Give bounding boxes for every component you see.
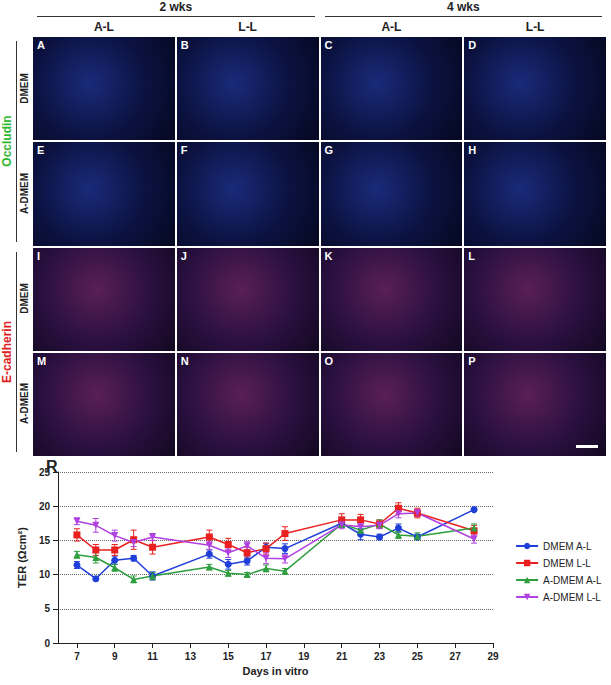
svg-text:15: 15 — [39, 535, 51, 546]
html-text:E-cadherin: E-cadherin — [0, 320, 14, 383]
html-text:DMEM: DMEM — [19, 283, 31, 314]
html-text:L-L: L-L — [525, 20, 545, 34]
html-text:M: M — [37, 354, 47, 367]
svg-text:TER (Ωcm²): TER (Ωcm²) — [16, 527, 28, 588]
svg-text:25: 25 — [38, 466, 50, 478]
html-text:A-DMEM: A-DMEM — [19, 383, 31, 425]
html-text:L-L: L-L — [238, 20, 257, 34]
svg-text:27: 27 — [450, 651, 462, 662]
html-text:E: E — [37, 144, 45, 157]
html-text:J: J — [180, 249, 187, 262]
svg-text:19: 19 — [298, 651, 310, 662]
svg-text:A-DMEM L-L: A-DMEM L-L — [543, 592, 601, 603]
html-text:O: O — [324, 354, 334, 367]
html-text:P: P — [468, 354, 476, 367]
html-text:H: H — [468, 144, 477, 157]
svg-text:DMEM L-L: DMEM L-L — [543, 558, 591, 569]
svg-text:Days in vitro: Days in vitro — [242, 665, 308, 677]
html-text:B: B — [180, 39, 189, 51]
html-text:N: N — [180, 354, 189, 367]
html-text:C: C — [324, 39, 333, 51]
html-text:A-L: A-L — [381, 20, 402, 34]
svg-text:7: 7 — [74, 651, 80, 662]
svg-text:11: 11 — [147, 651, 158, 662]
svg-text:17: 17 — [260, 651, 272, 662]
html-text:Occludin: Occludin — [0, 115, 14, 167]
html-text:G: G — [324, 144, 334, 157]
html-text:DMEM: DMEM — [19, 72, 31, 104]
svg-text:A-DMEM A-L: A-DMEM A-L — [543, 575, 602, 586]
svg-text:DMEM A-L: DMEM A-L — [543, 541, 592, 552]
html-text:A: A — [37, 39, 45, 51]
html-text:L: L — [468, 249, 475, 262]
svg-text:21: 21 — [336, 651, 348, 662]
html-text:I: I — [37, 249, 41, 262]
html-text:R: R — [46, 458, 58, 475]
html-text:A-DMEM: A-DMEM — [19, 172, 31, 214]
svg-text:9: 9 — [112, 651, 118, 662]
html-text:K: K — [324, 249, 333, 262]
html-text:F: F — [180, 144, 188, 157]
svg-text:23: 23 — [374, 651, 386, 662]
html-text:A-L: A-L — [93, 20, 114, 34]
html-text:4 wks: 4 wks — [446, 0, 480, 14]
svg-text:13: 13 — [185, 651, 197, 662]
html-text:D: D — [468, 39, 477, 51]
svg-text:10: 10 — [39, 569, 51, 580]
svg-text:15: 15 — [223, 651, 235, 662]
svg-text:0: 0 — [44, 638, 50, 649]
svg-text:25: 25 — [412, 651, 424, 662]
svg-text:29: 29 — [487, 651, 499, 662]
svg-text:5: 5 — [44, 603, 50, 614]
svg-text:20: 20 — [39, 501, 51, 512]
html-text:2 wks: 2 wks — [159, 0, 193, 14]
